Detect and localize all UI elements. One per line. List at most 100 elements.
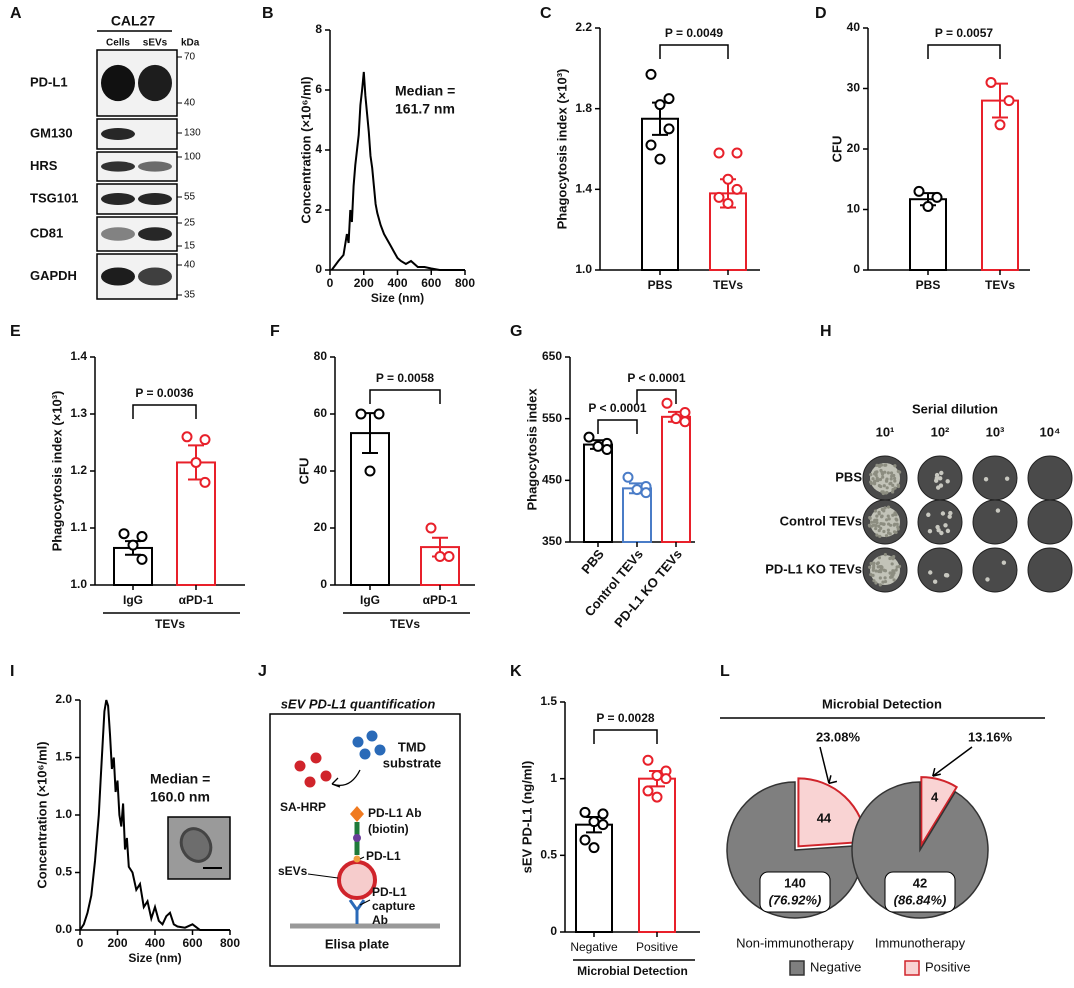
diagram-label: (biotin): [368, 822, 409, 836]
data-point: [922, 200, 934, 212]
marker-label: 25: [184, 218, 196, 229]
x-tick-label: 400: [145, 936, 165, 950]
colony: [932, 579, 938, 584]
blot-band: [101, 64, 135, 102]
y-tick-label: 450: [542, 473, 562, 487]
colony: [934, 478, 939, 483]
data-point: [1003, 95, 1015, 107]
x-axis-label: Size (nm): [371, 291, 424, 305]
colony: [875, 533, 879, 537]
blot-band: [138, 193, 172, 205]
colony: [872, 561, 876, 565]
diagram-label: substrate: [383, 755, 442, 770]
colony: [881, 580, 885, 584]
data-point: [597, 808, 609, 820]
panel-letter: B: [262, 5, 274, 22]
blot-unit: kDa: [181, 38, 200, 49]
data-point: [663, 123, 675, 135]
colony: [879, 484, 883, 489]
slice-percent: 13.16%: [968, 729, 1013, 744]
blot-band: [101, 193, 135, 205]
colony: [885, 490, 889, 495]
data-point: [181, 431, 193, 443]
data-point: [713, 191, 725, 203]
diagram-label: capture: [372, 899, 416, 913]
sa-hrp: [350, 806, 364, 822]
slice-count: 44: [817, 810, 832, 825]
dilution-title: Serial dilution: [912, 401, 998, 416]
y-axis-label: Phagocytosis index (×10³): [554, 69, 569, 230]
blot-band: [138, 267, 172, 286]
slice-count: 4: [931, 789, 939, 804]
leader: [307, 873, 339, 879]
agar-plate: [917, 499, 963, 545]
slice-count: 42: [913, 875, 927, 890]
x-tick-label: 0: [77, 936, 84, 950]
count-box: [759, 871, 831, 913]
y-tick-label: 0: [550, 924, 557, 938]
y-tick-label: 1.5: [55, 750, 72, 764]
size-distribution-line: [330, 71, 465, 271]
colony: [940, 511, 946, 516]
callout-arrow: [819, 746, 838, 785]
colony: [926, 512, 931, 517]
x-tick-label: TEVs: [713, 278, 743, 292]
colony: [872, 579, 876, 583]
y-tick-label: 0: [315, 262, 322, 276]
colony: [871, 573, 875, 577]
product-dot: [320, 770, 332, 782]
pd-l1: [353, 855, 361, 863]
colony: [873, 509, 877, 513]
blot-row-label: PD-L1: [30, 74, 68, 89]
dilution-column: 10²: [931, 424, 950, 439]
product-dot: [310, 752, 322, 764]
pie-slice: [920, 776, 959, 849]
data-point: [364, 465, 376, 477]
colony: [945, 479, 950, 484]
y-axis-label: Concentration (×10⁶/ml): [34, 741, 49, 888]
x-tick-label: 200: [107, 936, 127, 950]
y-tick-label: 350: [542, 534, 562, 548]
y-axis-label: CFU: [829, 136, 844, 163]
data-point: [654, 99, 666, 111]
panel-letter: E: [10, 323, 21, 340]
p-value: P < 0.0001: [588, 401, 646, 415]
colony: [871, 477, 875, 481]
y-tick-label: 1.2: [70, 463, 87, 477]
y-tick-label: 2: [315, 202, 322, 216]
leader: [359, 856, 365, 860]
x-tick-label: 600: [182, 936, 202, 950]
slice-percent: (86.84%): [894, 892, 947, 907]
colony: [875, 463, 879, 467]
legend-label: Positive: [925, 959, 971, 974]
p-value: P = 0.0049: [665, 26, 723, 40]
y-tick-label: 30: [847, 81, 861, 95]
colony: [983, 477, 989, 482]
x-tick-label: PBS: [916, 278, 941, 292]
colony: [886, 514, 890, 518]
agar-plate: [972, 499, 1018, 545]
substrate-dot: [352, 736, 364, 748]
data-point: [199, 476, 211, 488]
x-tick-label: Negative: [570, 940, 618, 954]
data-point: [579, 834, 591, 846]
y-tick-label: 0.5: [55, 865, 72, 879]
marker-label: 40: [184, 260, 196, 271]
group-label: TEVs: [390, 617, 420, 631]
data-point: [127, 539, 139, 551]
data-point: [663, 93, 675, 105]
y-tick-label: 20: [847, 141, 861, 155]
significance-bracket: [597, 419, 638, 434]
x-tick-label: PBS: [648, 278, 673, 292]
data-point: [592, 440, 604, 452]
colony: [884, 534, 889, 538]
colony: [891, 573, 895, 577]
marker-label: 15: [184, 241, 196, 252]
panel-letter: J: [258, 663, 267, 680]
colony: [889, 477, 893, 481]
colony: [939, 530, 944, 536]
colony: [871, 568, 875, 572]
colony: [889, 471, 894, 475]
colony: [883, 569, 888, 573]
p-value: P = 0.0028: [596, 711, 654, 725]
